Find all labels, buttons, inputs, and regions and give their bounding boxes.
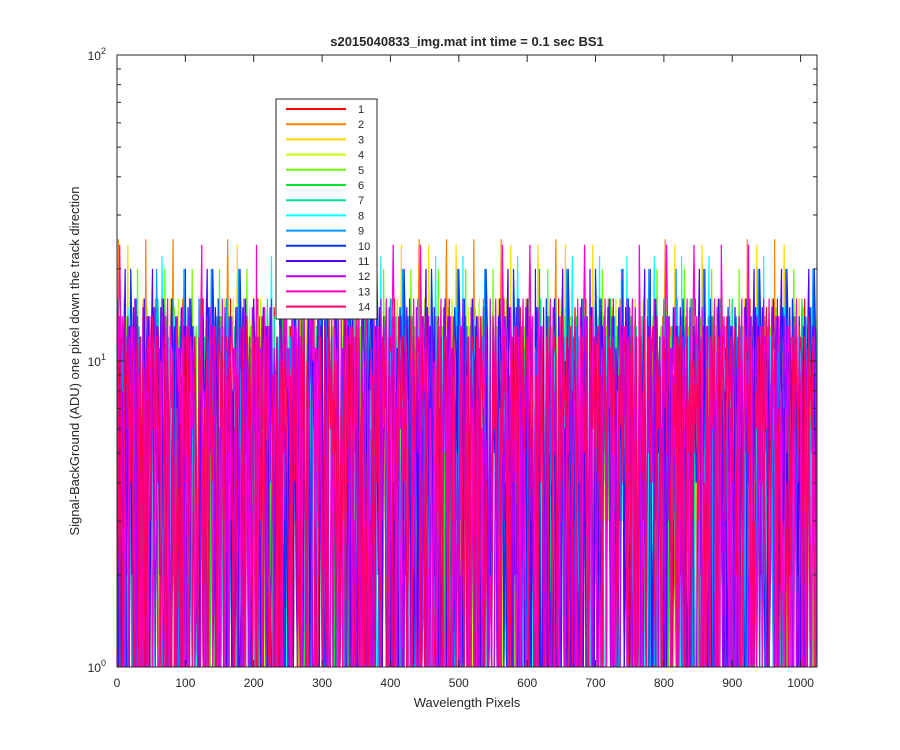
legend-label-13: 13 (358, 286, 370, 298)
legend-label-7: 7 (358, 195, 364, 207)
x-tick-label: 800 (654, 676, 674, 690)
series-line-14 (117, 316, 817, 667)
y-axis-label: Signal-BackGround (ADU) one pixel down t… (67, 186, 82, 535)
x-tick-label: 1000 (787, 676, 814, 690)
legend-box (275, 98, 378, 320)
legend-label-6: 6 (358, 180, 364, 192)
legend-label-5: 5 (358, 165, 364, 177)
x-tick-label: 700 (586, 676, 606, 690)
legend-label-9: 9 (358, 226, 364, 238)
x-tick-label: 300 (312, 676, 332, 690)
y-tick-label: 101 (88, 352, 106, 369)
legend-label-14: 14 (358, 302, 370, 314)
legend-label-10: 10 (358, 241, 370, 253)
x-tick-label: 200 (244, 676, 264, 690)
x-tick-label: 600 (517, 676, 537, 690)
y-tick-label: 102 (88, 46, 106, 63)
y-tick-label: 100 (88, 658, 106, 675)
x-tick-label: 900 (722, 676, 742, 690)
series-line-12 (117, 298, 817, 667)
x-tick-label: 0 (114, 676, 121, 690)
legend-label-4: 4 (358, 150, 364, 162)
x-tick-label: 100 (175, 676, 195, 690)
x-tick-label: 400 (380, 676, 400, 690)
legend-label-2: 2 (358, 119, 364, 131)
series-layer (117, 239, 817, 667)
series-line-13 (117, 244, 817, 667)
x-tick-label: 500 (449, 676, 469, 690)
chart-title: s2015040833_img.mat int time = 0.1 sec B… (330, 34, 604, 49)
legend-label-1: 1 (358, 104, 364, 116)
legend-label-3: 3 (358, 134, 364, 146)
legend-label-12: 12 (358, 271, 370, 283)
legend-label-11: 11 (358, 256, 369, 268)
legend-label-8: 8 (358, 210, 364, 222)
x-axis-label: Wavelength Pixels (414, 695, 521, 710)
